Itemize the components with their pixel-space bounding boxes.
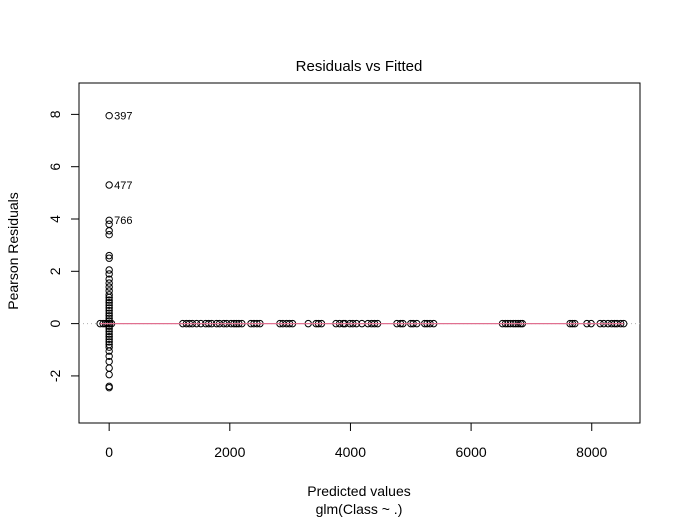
data-point xyxy=(105,283,113,291)
data-point xyxy=(105,357,113,366)
data-point xyxy=(105,181,113,189)
y-tick-label: 6 xyxy=(47,163,63,171)
data-point xyxy=(105,382,113,391)
data-point xyxy=(105,266,113,274)
data-point xyxy=(105,279,113,287)
data-point xyxy=(105,304,113,312)
x-axis-label: Predicted values xyxy=(307,483,411,499)
x-axis-sublabel: glm(Class ~ .) xyxy=(316,501,403,517)
data-point xyxy=(105,309,113,317)
data-point xyxy=(105,352,113,361)
data-point xyxy=(105,332,113,341)
data-point xyxy=(105,291,113,299)
data-point xyxy=(105,270,113,278)
data-point xyxy=(105,254,113,262)
data-point xyxy=(105,340,113,349)
point-label: 397 xyxy=(114,111,132,123)
data-point xyxy=(105,296,113,304)
x-tick-label: 6000 xyxy=(456,444,487,460)
y-tick-label: 2 xyxy=(47,267,63,275)
y-axis: -2 0 2 4 6 8 xyxy=(47,110,80,382)
data-point xyxy=(105,287,113,295)
data-point xyxy=(105,111,113,120)
x-tick-label: 2000 xyxy=(214,444,245,460)
y-axis-label: Pearson Residuals xyxy=(5,192,21,310)
data-point xyxy=(105,338,113,346)
data-point xyxy=(105,275,113,283)
data-point xyxy=(105,306,113,315)
x-tick-label: 0 xyxy=(105,444,113,460)
y-tick-label: -2 xyxy=(47,369,63,382)
data-point xyxy=(105,335,113,344)
data-point xyxy=(105,327,113,336)
data-point xyxy=(105,216,113,225)
y-tick-label: 8 xyxy=(47,110,63,118)
x-axis: 0 2000 4000 6000 8000 xyxy=(105,422,608,460)
point-label: 766 xyxy=(114,215,132,227)
point-label: 477 xyxy=(114,180,132,192)
y-tick-label: 0 xyxy=(47,320,63,328)
data-point xyxy=(105,301,113,310)
x-tick-label: 4000 xyxy=(335,444,366,460)
data-point xyxy=(105,330,113,338)
data-point xyxy=(105,343,113,351)
point-labels: 397 477 766 xyxy=(114,111,132,228)
data-point xyxy=(105,220,113,228)
data-point xyxy=(105,251,113,260)
data-point xyxy=(105,312,113,320)
chart-title: Residuals vs Fitted xyxy=(296,58,423,75)
data-point xyxy=(105,298,113,307)
x-tick-label: 8000 xyxy=(576,444,607,460)
y-tick-label: 4 xyxy=(47,215,63,223)
data-point xyxy=(105,230,113,239)
